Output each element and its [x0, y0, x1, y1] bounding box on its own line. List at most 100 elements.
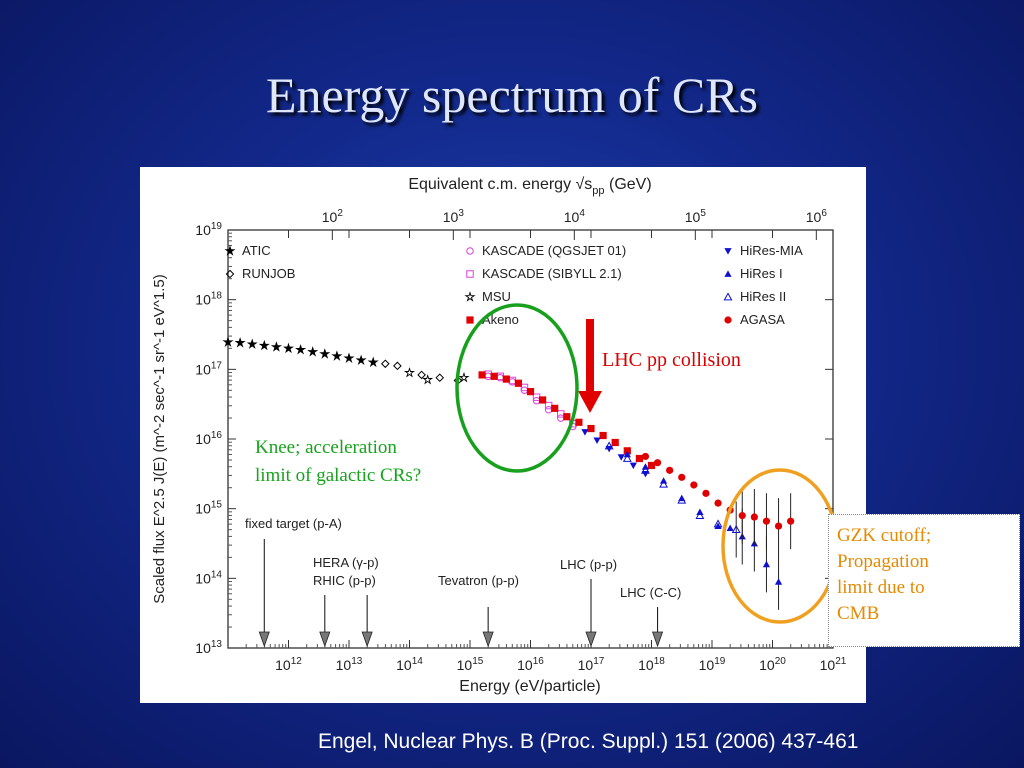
- legend-label: Akeno: [482, 312, 519, 327]
- x-tick-label: 1018: [638, 656, 665, 673]
- data-point-kascade-sibyll-2-1: [520, 383, 529, 392]
- data-point-agasa: [738, 512, 746, 520]
- data-point-kascade-qgsjet-01: [544, 406, 553, 414]
- accelerator-label-lhc-cc: LHC (C-C): [620, 585, 681, 600]
- data-point-agasa: [714, 499, 722, 507]
- data-point-hires-ii: [713, 519, 723, 528]
- top-tick-label: 105: [685, 208, 707, 225]
- data-point-kascade-qgsjet-01: [557, 414, 565, 422]
- chart-svg: 1012 1013 1014 1015 1016 1017 1018 1019 1020 1021…: [151, 176, 847, 695]
- x-tick-label: 1017: [578, 656, 605, 673]
- data-point-runjob: [393, 361, 402, 371]
- data-point-atic: [355, 354, 367, 366]
- data-point-akeno: [478, 371, 486, 379]
- legend-label: AGASA: [740, 312, 785, 327]
- data-point-akeno: [526, 388, 535, 396]
- data-point-hires-i: [726, 524, 734, 532]
- data-point-atic: [222, 336, 234, 347]
- data-point-atic: [367, 356, 379, 368]
- citation: Engel, Nuclear Phys. B (Proc. Suppl.) 15…: [318, 730, 859, 753]
- data-point-hires-ii: [659, 479, 669, 488]
- legend-marker: [724, 316, 732, 324]
- knee-label-line-1: Knee; acceleration: [255, 437, 397, 458]
- data-point-hires-i: [678, 494, 686, 502]
- legend-marker: [724, 248, 732, 255]
- data-point-msu: [422, 374, 434, 385]
- data-point-hires-mia: [593, 437, 601, 444]
- x-tick-label: 1013: [336, 656, 363, 673]
- legend-label: HiRes-MIA: [740, 243, 803, 258]
- x-tick-label: 1015: [457, 656, 484, 673]
- x-tick-label: 1021: [820, 656, 847, 673]
- data-point-agasa: [666, 466, 674, 474]
- data-point-agasa: [774, 522, 783, 530]
- data-point-akeno: [647, 461, 656, 470]
- data-point-hires-ii: [622, 453, 632, 462]
- data-point-agasa: [787, 517, 795, 525]
- slide-title: Energy spectrum of CRs: [265, 67, 759, 123]
- accelerator-arrow-head: [651, 631, 664, 648]
- legend-label: RUNJOB: [242, 266, 295, 281]
- data-point-hires-i: [762, 560, 771, 568]
- data-point-atic: [234, 337, 246, 348]
- accelerator-label-lhc-pp: LHC (p-p): [560, 557, 617, 572]
- y-tick-label: 1017: [195, 360, 222, 377]
- data-point-atic: [307, 346, 319, 357]
- data-point-atic: [258, 339, 270, 351]
- data-point-akeno: [575, 418, 583, 426]
- top-tick-label: 106: [806, 208, 828, 225]
- data-point-atic: [282, 342, 295, 354]
- x-tick-label: 1019: [699, 656, 726, 673]
- data-point-hires-i: [774, 578, 783, 585]
- y-tick-label: 1019: [195, 221, 222, 238]
- data-point-hires-mia: [617, 454, 625, 461]
- accelerator-arrow-head: [319, 631, 331, 648]
- accelerator-arrow-head: [258, 631, 270, 648]
- legend-marker: [724, 270, 732, 277]
- top-axis-label: Equivalent c.m. energy √spp (GeV): [408, 176, 651, 197]
- data-point-akeno: [563, 413, 571, 421]
- legend-marker: [225, 269, 235, 279]
- data-point-akeno: [611, 438, 619, 447]
- y-tick-label: 1013: [195, 639, 222, 656]
- top-tick-label: 104: [564, 208, 586, 225]
- data-point-kascade-qgsjet-01: [484, 372, 492, 381]
- data-point-atic: [295, 344, 307, 355]
- legend-marker: [466, 270, 474, 278]
- accelerator-arrow-head: [585, 631, 597, 648]
- knee-label-line-2: limit of galactic CRs?: [255, 465, 421, 486]
- x-tick-label: 1016: [517, 656, 544, 673]
- data-point-atic: [246, 338, 258, 349]
- cosmic-ray-spectrum-chart: 1012 1013 1014 1015 1016 1017 1018 1019 1020 1021…: [140, 167, 866, 703]
- legend-label: HiRes I: [740, 266, 783, 281]
- data-point-agasa: [690, 481, 698, 489]
- lhc-arrow-shaft: [586, 319, 594, 393]
- data-point-agasa: [702, 489, 710, 497]
- data-point-atic: [319, 348, 331, 359]
- accelerator-arrow-head: [361, 631, 373, 648]
- legend-marker: [723, 292, 733, 301]
- data-point-akeno: [551, 404, 559, 412]
- accelerator-label-hera: HERA (γ-p): [313, 555, 379, 570]
- legend-marker: [224, 245, 236, 256]
- accelerator-label-fixed-target: fixed target (p-A): [245, 516, 342, 531]
- data-point-akeno: [635, 454, 643, 463]
- y-tick-label: 1014: [195, 569, 222, 586]
- gzk-annotation-box: GZK cutoff; Propagation limit due to CMB: [828, 514, 1020, 647]
- accelerator-label-rhic: RHIC (p-p): [313, 573, 376, 588]
- data-point-akeno: [587, 424, 595, 433]
- legend-label: HiRes II: [740, 289, 786, 304]
- data-point-hires-ii: [731, 524, 741, 533]
- data-point-atic: [343, 352, 355, 363]
- data-point-hires-ii: [641, 465, 650, 474]
- y-axis-label: Scaled flux E^2.5 J(E) (m^-2 sec^-1 sr^-…: [151, 274, 168, 603]
- data-point-atic: [270, 341, 282, 352]
- data-point-agasa: [762, 517, 771, 525]
- data-point-hires-ii: [677, 495, 687, 504]
- lhc-arrow-head: [578, 391, 602, 413]
- data-point-akeno: [514, 379, 522, 387]
- y-tick-label: 1018: [195, 291, 222, 308]
- x-tick-label: 1020: [759, 656, 786, 673]
- data-point-hires-mia: [581, 429, 589, 436]
- gzk-ellipse: [721, 468, 839, 624]
